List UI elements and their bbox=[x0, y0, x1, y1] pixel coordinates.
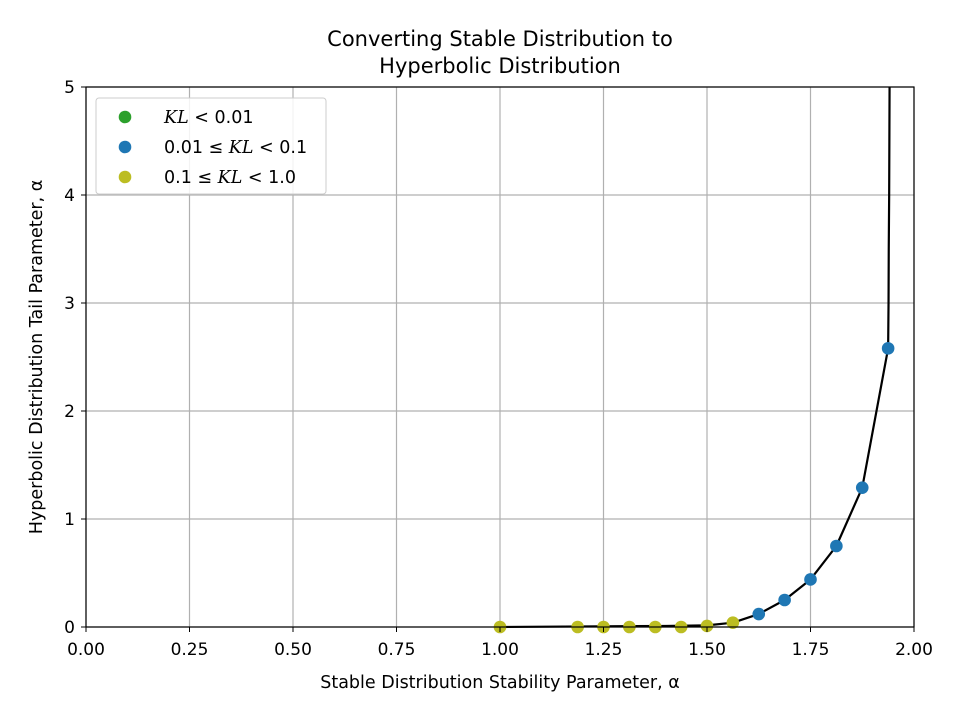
scatter-point bbox=[804, 573, 817, 586]
x-tick-label: 1.25 bbox=[585, 640, 623, 660]
x-tick-label: 1.50 bbox=[688, 640, 726, 660]
y-tick-label: 2 bbox=[64, 402, 75, 422]
y-tick-label: 3 bbox=[64, 294, 75, 314]
y-tick-label: 1 bbox=[64, 510, 75, 530]
scatter-point bbox=[778, 593, 791, 607]
x-tick-label: 0.25 bbox=[171, 640, 209, 660]
chart-title-line: Converting Stable Distribution to bbox=[327, 27, 673, 51]
y-axis-title: Hyperbolic Distribution Tail Parameter, … bbox=[27, 180, 47, 534]
legend-label: 0.01 ≤ KL < 0.1 bbox=[164, 138, 307, 158]
legend-marker bbox=[118, 170, 132, 184]
legend-label: 0.1 ≤ KL < 1.0 bbox=[164, 168, 296, 188]
scatter-point bbox=[855, 481, 869, 494]
legend: KL < 0.01 0.01 ≤ KL < 0.1 0.1 ≤ KL < 1.0 bbox=[95, 97, 327, 195]
data-points-layer bbox=[493, 342, 895, 634]
chart-title: Converting Stable Distribution to Hyperbo… bbox=[327, 27, 673, 78]
chart-title-line: Hyperbolic Distribution bbox=[379, 54, 621, 78]
x-tick-label: 1.75 bbox=[792, 640, 830, 660]
grid-lines bbox=[85, 86, 915, 628]
scatter-point bbox=[726, 616, 740, 629]
x-tick-label: 1.00 bbox=[481, 640, 519, 660]
legend-marker bbox=[118, 110, 132, 124]
axis-ticks: 0.00 0.25 0.50 0.75 1.00 1.25 1.50 1.75 2.00 0 1 2 3… bbox=[64, 78, 933, 660]
scatter-point bbox=[752, 607, 766, 621]
y-tick-label: 4 bbox=[64, 186, 75, 206]
scatter-point bbox=[830, 539, 843, 553]
x-axis-title: Stable Distribution Stability Parameter,… bbox=[320, 673, 680, 693]
legend-label: KL < 0.01 bbox=[163, 108, 253, 128]
y-tick-label: 5 bbox=[64, 78, 75, 98]
scatter-point bbox=[881, 342, 895, 355]
x-tick-label: 0.00 bbox=[67, 640, 105, 660]
scatter-point bbox=[700, 619, 714, 633]
x-tick-label: 2.00 bbox=[895, 640, 933, 660]
legend-marker bbox=[118, 140, 132, 154]
legend-box bbox=[95, 97, 327, 195]
x-tick-label: 0.50 bbox=[274, 640, 312, 660]
y-tick-label: 0 bbox=[64, 618, 75, 638]
x-tick-label: 0.75 bbox=[378, 640, 416, 660]
